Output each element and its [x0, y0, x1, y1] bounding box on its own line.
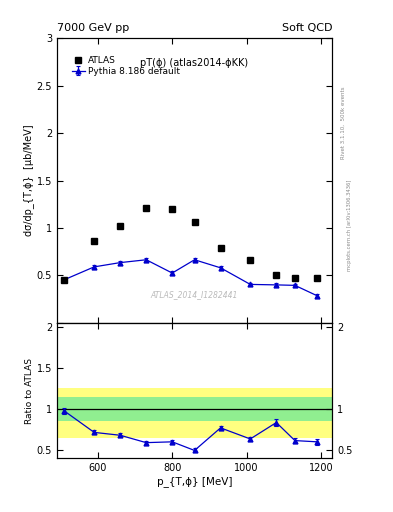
Text: pT(ϕ) (atlas2014-ϕKK): pT(ϕ) (atlas2014-ϕKK) [140, 58, 249, 68]
ATLAS [118, 223, 123, 229]
ATLAS [144, 205, 149, 211]
Legend: ATLAS, Pythia 8.186 default: ATLAS, Pythia 8.186 default [70, 54, 182, 78]
X-axis label: p_{T,ϕ} [MeV]: p_{T,ϕ} [MeV] [157, 476, 232, 487]
ATLAS [274, 272, 279, 279]
ATLAS [62, 276, 67, 283]
Text: mcplots.cern.ch [arXiv:1306.3436]: mcplots.cern.ch [arXiv:1306.3436] [347, 180, 352, 271]
ATLAS [292, 275, 297, 281]
Bar [57, 389, 332, 438]
ATLAS [218, 245, 223, 251]
ATLAS [315, 275, 320, 281]
Text: ATLAS_2014_I1282441: ATLAS_2014_I1282441 [151, 290, 238, 299]
Y-axis label: dσ/dp_{T,ϕ}  [μb/MeV]: dσ/dp_{T,ϕ} [μb/MeV] [23, 125, 34, 237]
Bar [57, 397, 332, 421]
Text: Soft QCD: Soft QCD [282, 23, 332, 33]
Line: ATLAS: ATLAS [61, 205, 320, 283]
ATLAS [170, 206, 174, 212]
ATLAS [248, 257, 253, 263]
Text: Rivet 3.1.10,  500k events: Rivet 3.1.10, 500k events [341, 87, 346, 159]
Y-axis label: Ratio to ATLAS: Ratio to ATLAS [25, 357, 34, 423]
Text: 7000 GeV pp: 7000 GeV pp [57, 23, 129, 33]
ATLAS [92, 238, 97, 244]
ATLAS [192, 219, 197, 225]
